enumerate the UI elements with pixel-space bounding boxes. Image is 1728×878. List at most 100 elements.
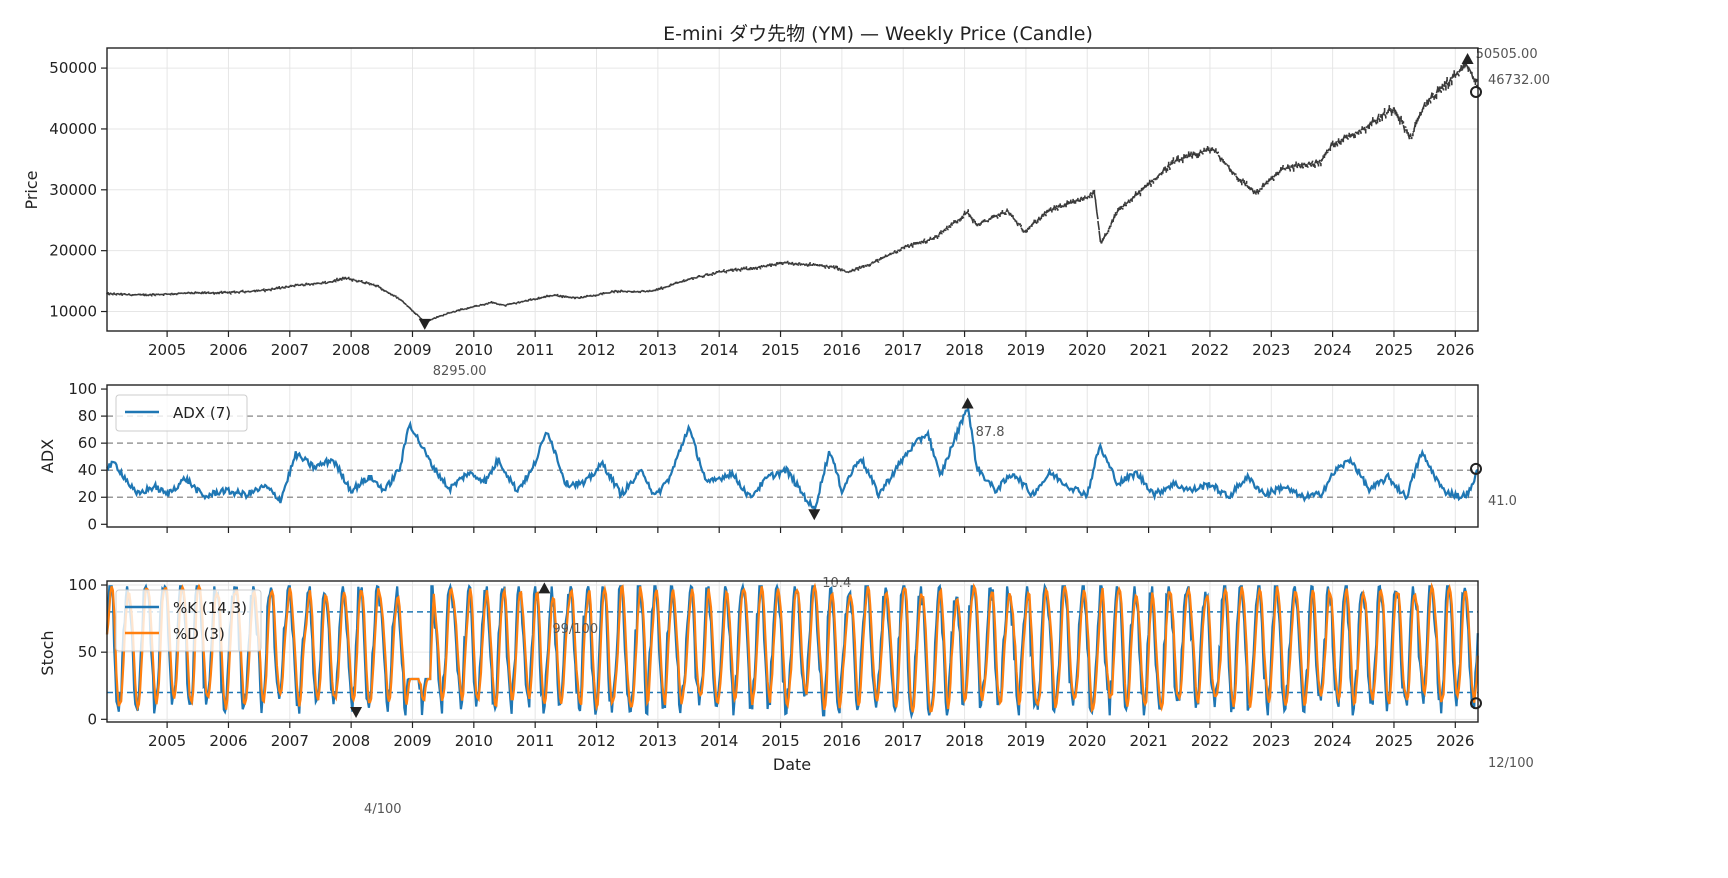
x-tick-label: 2026 (1436, 341, 1474, 359)
adx-max-marker (961, 397, 974, 409)
stoch-last-label: 12/100 (1488, 756, 1534, 771)
y-tick-label: 50 (78, 643, 97, 661)
adx-last-label: 41.0 (1488, 494, 1517, 509)
y-tick-label: 50000 (49, 59, 97, 77)
adx-panel: 87.8 10.4 41.0 0 20 40 60 80 100 ADX ADX (7) (38, 380, 1517, 591)
x-tick-label: 2008 (332, 732, 370, 750)
stoch-last-marker (1470, 697, 1482, 710)
x-tick-label: 2013 (639, 341, 677, 359)
x-tick-label: 2018 (945, 341, 983, 359)
price-last-marker (1470, 85, 1482, 98)
x-tick-label: 2015 (761, 732, 799, 750)
y-tick-label: 60 (78, 434, 97, 452)
stoch-min-label: 4/100 (364, 802, 401, 817)
stoch-annotations: 99/100 4/100 12/100 (350, 582, 1534, 817)
price-ticks: 2005 2006 2007 2008 2009 2010 2011 2012 2013 2014… (49, 59, 1474, 359)
adx-ylabel: ADX (38, 439, 57, 473)
x-tick-label: 2022 (1191, 341, 1229, 359)
x-tick-label: 2005 (148, 732, 186, 750)
x-tick-label: 2010 (455, 341, 493, 359)
x-tick-label: 2019 (1007, 341, 1045, 359)
y-tick-label: 30000 (49, 181, 97, 199)
x-tick-label: 2010 (455, 732, 493, 750)
x-tick-label: 2011 (516, 341, 554, 359)
adx-max-label: 87.8 (976, 425, 1005, 440)
stoch-axes-frame (106, 580, 1479, 723)
price-grid (107, 48, 1478, 331)
adx-legend: ADX (7) (115, 394, 248, 432)
x-tick-label: 2006 (209, 732, 247, 750)
adx-min-label: 10.4 (822, 576, 851, 591)
x-tick-label: 2005 (148, 341, 186, 359)
x-tick-label: 2023 (1252, 341, 1290, 359)
x-tick-label: 2018 (945, 732, 983, 750)
x-tick-label: 2024 (1314, 732, 1352, 750)
y-tick-label: 0 (87, 515, 97, 533)
x-tick-label: 2019 (1007, 732, 1045, 750)
adx-line (106, 406, 1479, 513)
x-tick-label: 2017 (884, 732, 922, 750)
stoch-d-line (105, 582, 1479, 714)
x-tick-label: 2008 (332, 341, 370, 359)
x-tick-label: 2012 (577, 341, 615, 359)
x-tick-label: 2020 (1068, 341, 1106, 359)
stoch-ticks: 2005 2006 2007 2008 2009 2010 2011 2012 2013 2014… (68, 576, 1474, 750)
x-tick-label: 2022 (1191, 732, 1229, 750)
x-tick-label: 2021 (1129, 732, 1167, 750)
x-tick-label: 2015 (761, 341, 799, 359)
x-tick-label: 2021 (1129, 341, 1167, 359)
stoch-d-legend-label: %D (3) (173, 625, 225, 643)
adx-grid (107, 385, 1478, 527)
x-tick-label: 2023 (1252, 732, 1290, 750)
stoch-max-label: 99/100 (552, 622, 598, 637)
x-tick-label: 2026 (1436, 732, 1474, 750)
x-tick-label: 2006 (209, 341, 247, 359)
adx-ticks: 0 20 40 60 80 100 (68, 380, 1456, 533)
x-tick-label: 2017 (884, 341, 922, 359)
y-tick-label: 20 (78, 488, 97, 506)
y-tick-label: 0 (87, 710, 97, 728)
x-axis-label: Date (773, 755, 811, 774)
price-panel: 50505.00 46732.00 8295.00 2005 2006 2007 2008… (22, 47, 1550, 379)
x-tick-label: 2013 (639, 732, 677, 750)
x-tick-label: 2014 (700, 341, 738, 359)
stoch-legend: %K (14,3) %D (3) (115, 589, 262, 652)
y-tick-label: 40 (78, 461, 97, 479)
adx-legend-label: ADX (7) (173, 404, 231, 422)
x-tick-label: 2009 (393, 732, 431, 750)
x-tick-label: 2020 (1068, 732, 1106, 750)
price-ylabel: Price (22, 170, 41, 209)
stoch-min-marker (350, 706, 363, 718)
y-tick-label: 10000 (49, 303, 97, 321)
x-tick-label: 2025 (1375, 341, 1413, 359)
stoch-ylabel: Stoch (38, 630, 57, 675)
chart-title: E-mini ダウ先物 (YM) — Weekly Price (Candle) (663, 23, 1093, 45)
stoch-max-marker (538, 582, 551, 594)
stoch-k-legend-label: %K (14,3) (173, 599, 247, 617)
price-annotations: 50505.00 46732.00 8295.00 (418, 47, 1550, 379)
y-tick-label: 100 (68, 380, 97, 398)
adx-annotations: 87.8 10.4 41.0 (808, 397, 1517, 591)
price-min-marker (418, 318, 431, 330)
x-tick-label: 2007 (271, 732, 309, 750)
y-tick-label: 20000 (49, 242, 97, 260)
x-tick-label: 2016 (823, 732, 861, 750)
x-tick-label: 2014 (700, 732, 738, 750)
price-max-marker (1461, 53, 1474, 65)
adx-min-marker (808, 509, 821, 521)
x-tick-label: 2011 (516, 732, 554, 750)
x-tick-label: 2016 (823, 341, 861, 359)
adx-last-marker (1470, 462, 1482, 475)
price-last-label: 46732.00 (1488, 73, 1550, 88)
y-tick-label: 100 (68, 576, 97, 594)
adx-axes-frame (106, 384, 1479, 528)
price-min-label: 8295.00 (433, 364, 487, 379)
x-tick-label: 2024 (1314, 341, 1352, 359)
x-tick-label: 2012 (577, 732, 615, 750)
x-tick-label: 2009 (393, 341, 431, 359)
x-tick-label: 2007 (271, 341, 309, 359)
y-tick-label: 40000 (49, 120, 97, 138)
x-tick-label: 2025 (1375, 732, 1413, 750)
